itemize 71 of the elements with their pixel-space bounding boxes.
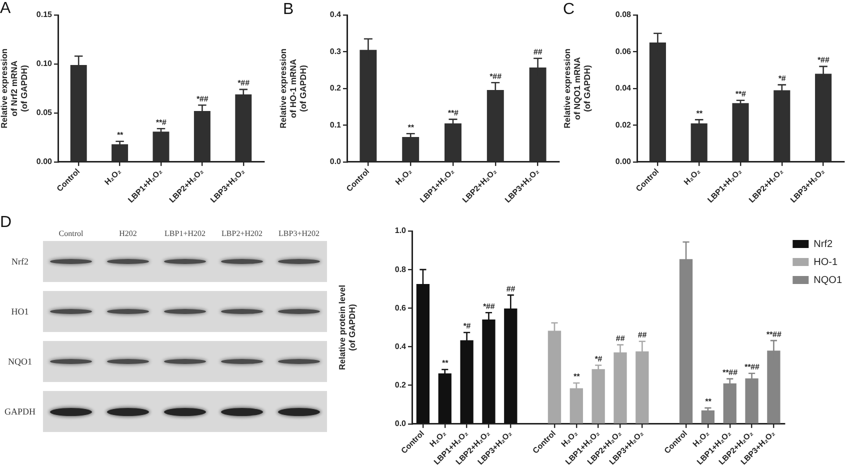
category-label: NQO1: [8, 356, 32, 366]
legend-label: Nrf2: [814, 238, 833, 250]
y-tick-label: 0.02: [615, 120, 632, 130]
y-axis-title: Relative expression of HO-1 mRNA (of GAPDH): [278, 48, 308, 128]
y-tick-label: 0.2: [330, 84, 342, 93]
data-label: ##: [638, 330, 648, 340]
y-tick-label: 0.04: [615, 84, 632, 93]
data-label: ##: [616, 334, 626, 344]
category-label: Control: [58, 229, 84, 238]
y-tick-label: 0.15: [36, 10, 53, 20]
category-label: LBP3+H202: [278, 229, 320, 238]
bar: [112, 144, 128, 162]
data-label: *#: [463, 322, 472, 331]
y-tick-label: 0.8: [394, 264, 407, 274]
data-label: *##: [482, 302, 496, 311]
data-label: *##: [237, 78, 250, 88]
data-label: *#: [594, 354, 603, 364]
data-label: ##: [533, 48, 543, 57]
y-tick-label: 0.4: [330, 10, 342, 20]
y-tick-label: 1.0: [394, 226, 407, 236]
y-tick-label: 0.6: [394, 303, 407, 312]
category-label: GAPDH: [4, 406, 36, 416]
category-label: LBP2+H202: [222, 229, 262, 238]
y-tick-label: 0.1: [330, 120, 342, 130]
text: D: [0, 214, 12, 231]
chart-title: A: [0, 0, 11, 17]
category-label: HO1: [11, 306, 29, 316]
bar: [152, 132, 170, 162]
y-tick-label: 0.0: [394, 419, 407, 428]
y-axis-title: Relative expression of Nrf2 mRNA (of GAPDH): [0, 48, 29, 128]
data-label: **: [116, 130, 124, 140]
y-tick-label: 0.00: [36, 157, 53, 166]
category-label: H202: [119, 229, 137, 238]
category-label: LBP1+H202: [164, 229, 206, 238]
data-label: **##: [744, 362, 760, 372]
data-label: **: [696, 108, 704, 118]
bar: [690, 123, 708, 162]
data-label: **##: [766, 330, 782, 339]
data-label: **: [442, 358, 449, 368]
y-tick-label: 0.2: [394, 380, 407, 390]
y-tick-label: 0.4: [394, 342, 407, 351]
category-label: Nrf2: [12, 256, 28, 266]
data-label: *##: [817, 56, 830, 65]
y-tick-label: 0.08: [615, 10, 632, 20]
y-tick-label: 0.05: [36, 108, 53, 118]
data-label: *#: [778, 74, 786, 83]
bar: [701, 410, 715, 424]
legend-label: HO-1: [814, 256, 838, 268]
legend-label: NQO1: [814, 274, 842, 286]
bar: [438, 373, 452, 424]
y-tick-label: 0.10: [36, 59, 53, 68]
y-axis-title: Relative protein level (of GAPDH): [337, 284, 358, 370]
data-label: **: [407, 122, 415, 132]
y-tick-label: 0.00: [615, 157, 632, 166]
data-label: **#: [156, 118, 167, 127]
data-label: *##: [196, 94, 209, 104]
data-label: **: [573, 372, 580, 382]
y-tick-label: 0.0: [330, 157, 342, 166]
y-tick-label: 0.3: [330, 46, 342, 56]
data-label: **: [704, 397, 712, 406]
y-tick-label: 0.06: [615, 46, 632, 56]
data-label: **#: [448, 108, 459, 118]
chart-title: C: [563, 1, 575, 18]
chart-title: B: [283, 1, 294, 18]
data-label: ##: [506, 284, 516, 294]
y-axis-title: Relative expression of NQO1 mRNA (of GAPDH): [562, 48, 592, 128]
bar: [402, 136, 420, 162]
bar: [732, 103, 749, 162]
data-label: **##: [722, 368, 738, 377]
data-label: **#: [735, 90, 746, 99]
data-label: *##: [489, 72, 502, 81]
